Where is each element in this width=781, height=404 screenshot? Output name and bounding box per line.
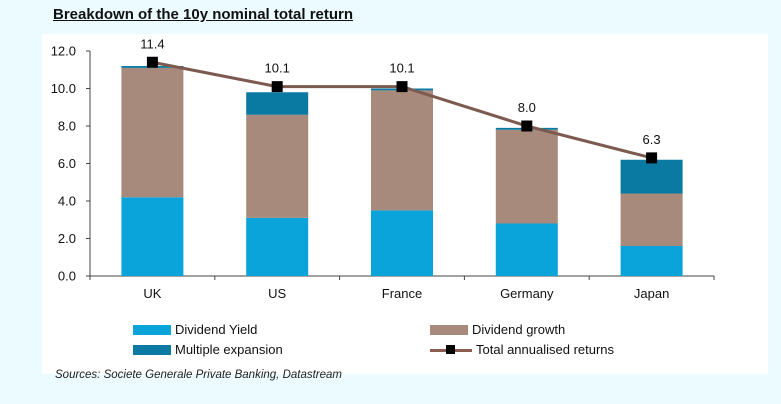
y-tick-label: 6.0 <box>58 156 76 171</box>
bar-dividend-growth <box>495 129 558 224</box>
legend-label-multiple-expansion: Multiple expansion <box>175 342 283 357</box>
legend-swatch-dividend-growth <box>430 324 468 335</box>
data-label: 10.1 <box>389 61 414 76</box>
bar-dividend-growth <box>246 114 309 218</box>
legend-label-total-returns: Total annualised returns <box>476 342 615 357</box>
x-tick-label: France <box>382 286 422 301</box>
bar-dividend-growth <box>371 90 433 211</box>
y-tick-label: 12.0 <box>51 44 76 59</box>
bar-dividend-yield <box>495 223 558 276</box>
data-label: 8.0 <box>518 100 536 115</box>
x-tick-label: Germany <box>500 286 554 301</box>
x-tick-label: UK <box>143 286 161 301</box>
bar-dividend-yield <box>620 246 683 276</box>
x-tick-label: US <box>268 286 286 301</box>
y-tick-label: 2.0 <box>58 231 76 246</box>
data-label: 6.3 <box>643 132 661 147</box>
legend-item-multiple-expansion: Multiple expansion <box>133 342 283 357</box>
chart-title: Breakdown of the 10y nominal total retur… <box>53 6 354 23</box>
bar-dividend-growth <box>121 67 184 198</box>
total-returns-marker <box>646 152 658 164</box>
legend-item-dividend-growth: Dividend growth <box>430 322 565 337</box>
legend-item-total-returns: Total annualised returns <box>430 342 614 357</box>
legend-swatch-total-returns <box>430 344 472 356</box>
y-tick-label: 4.0 <box>58 194 76 209</box>
bar-dividend-yield <box>246 217 309 276</box>
total-returns-marker <box>521 120 533 132</box>
bar-multiple-expansion <box>246 92 309 115</box>
total-returns-marker <box>146 56 158 68</box>
total-returns-marker <box>271 81 283 93</box>
data-label: 11.4 <box>140 36 164 51</box>
legend-swatch-multiple-expansion <box>133 344 171 355</box>
legend-item-dividend-yield: Dividend Yield <box>133 322 257 337</box>
bar-dividend-yield <box>121 197 184 276</box>
data-label: 10.1 <box>265 61 290 76</box>
bar-dividend-growth <box>620 193 683 246</box>
legend-swatch-dividend-yield <box>133 324 171 335</box>
x-tick-label: Japan <box>634 286 669 301</box>
source-note: Sources: Societe Generale Private Bankin… <box>55 369 343 381</box>
y-tick-label: 0.0 <box>58 269 76 284</box>
legend-label-dividend-growth: Dividend growth <box>472 322 566 337</box>
total-returns-marker <box>396 81 408 93</box>
bar-dividend-yield <box>371 210 433 276</box>
y-tick-label: 8.0 <box>58 119 76 134</box>
bar-multiple-expansion <box>620 159 683 194</box>
legend-label-dividend-yield: Dividend Yield <box>175 322 258 337</box>
y-tick-label: 10.0 <box>51 81 76 96</box>
